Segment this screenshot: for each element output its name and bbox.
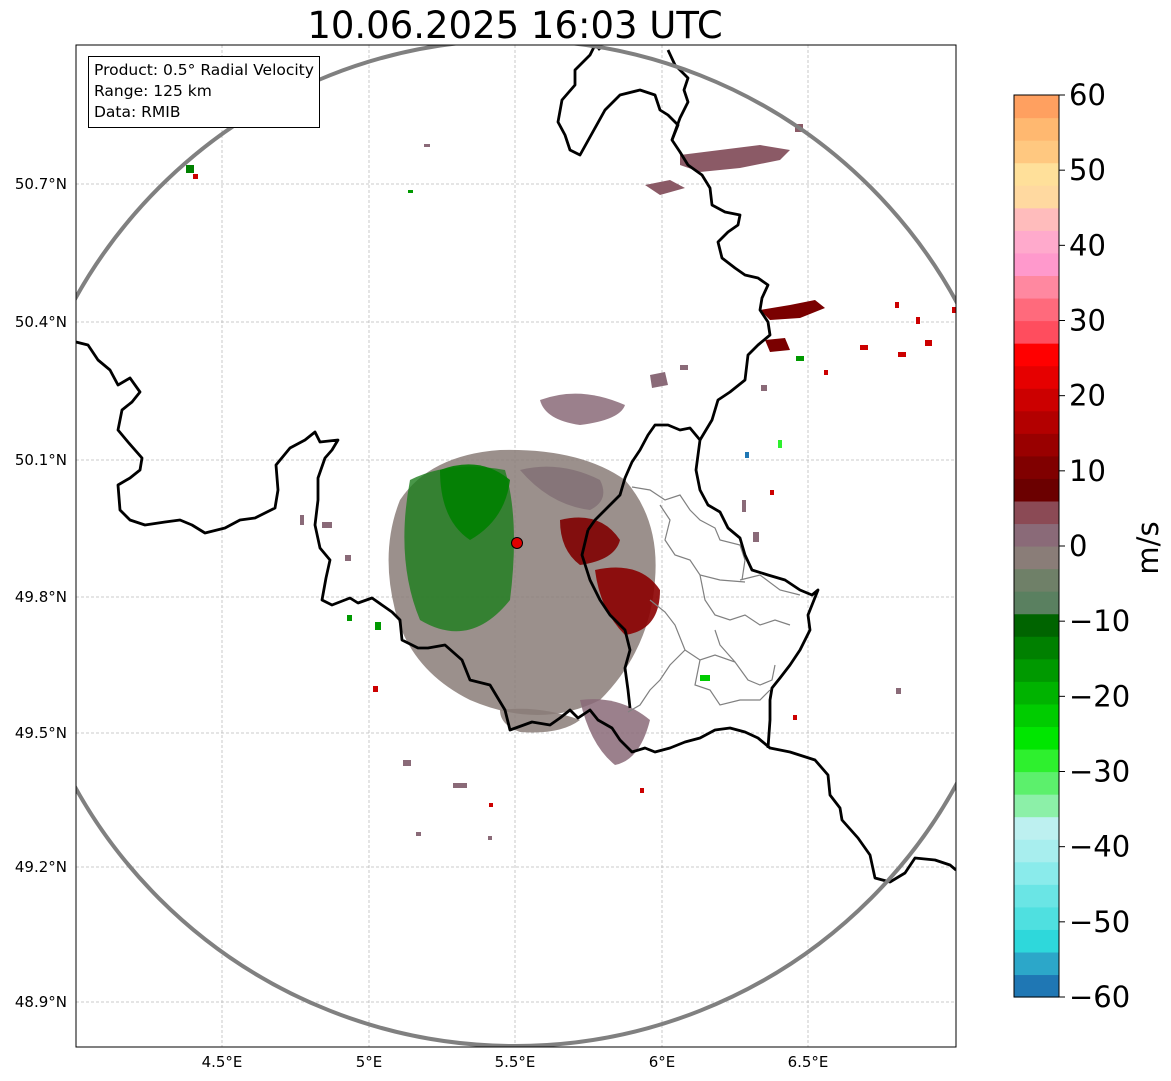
colorbar-swatch — [1014, 275, 1059, 299]
colorbar-swatch — [1014, 117, 1059, 141]
colorbar-swatch — [1014, 230, 1059, 254]
colorbar-tick-label: −20 — [1069, 679, 1130, 713]
colorbar-swatch — [1014, 568, 1059, 592]
colorbar-tick-label: 60 — [1069, 78, 1106, 112]
colorbar-swatch — [1014, 726, 1059, 750]
colorbar-swatch — [1014, 140, 1059, 164]
map-frame — [75, 44, 957, 1048]
colorbar-swatch — [1014, 546, 1059, 570]
range-text: Range: 125 km — [94, 82, 212, 100]
colorbar-tick-label: −50 — [1069, 905, 1130, 939]
colorbar-swatch — [1014, 410, 1059, 434]
colorbar-swatch — [1014, 478, 1059, 502]
colorbar-swatch — [1014, 703, 1059, 727]
colorbar-swatch — [1014, 613, 1059, 637]
colorbar-swatch — [1014, 500, 1059, 525]
map-title: 10.06.2025 16:03 UTC — [307, 4, 723, 47]
colorbar-swatch — [1014, 929, 1059, 953]
lat-tick-label: 50.7°N — [15, 175, 67, 193]
colorbar-swatch — [1014, 771, 1059, 795]
colorbar-swatch — [1014, 794, 1059, 818]
admin-borders — [627, 486, 801, 713]
lat-tick-label: 50.4°N — [15, 313, 67, 331]
radar-site-marker — [511, 537, 523, 549]
colorbar-swatch — [1014, 433, 1059, 457]
colorbar-swatch — [1014, 681, 1059, 705]
colorbar-swatch — [1014, 523, 1059, 547]
lat-tick-label: 49.5°N — [15, 724, 67, 742]
colorbar-swatch — [1014, 636, 1059, 660]
lon-tick-label: 5°E — [356, 1053, 383, 1071]
colorbar-swatch — [1014, 951, 1059, 976]
colorbar-swatch — [1014, 320, 1059, 344]
lat-tick-labels: 50.7°N 50.4°N 50.1°N 49.8°N 49.5°N 49.2°… — [15, 175, 67, 1011]
velocity-echoes — [186, 124, 956, 840]
colorbar-swatch — [1014, 816, 1059, 840]
lon-tick-label: 5.5°E — [495, 1053, 536, 1071]
colorbar-swatch — [1014, 162, 1059, 186]
colorbar-tick-label: 0 — [1069, 529, 1087, 563]
colorbar-swatch — [1014, 455, 1059, 479]
lon-tick-label: 6°E — [649, 1053, 676, 1071]
lon-tick-label: 4.5°E — [202, 1053, 243, 1071]
product-info-box: Product: 0.5° Radial Velocity Range: 125… — [88, 56, 320, 128]
colorbar-ticks: 60 50 40 30 20 10 0 −10 −20 −30 −40 −50 −60 — [1059, 78, 1130, 1014]
lat-tick-label: 49.2°N — [15, 858, 67, 876]
colorbar-tick-label: 40 — [1069, 228, 1106, 262]
colorbar-swatch — [1014, 388, 1059, 412]
colorbar-swatch — [1014, 297, 1059, 322]
colorbar: 60 50 40 30 20 10 0 −10 −20 −30 −40 −50 −60 m/s — [1013, 78, 1165, 1014]
colorbar-unit-label: m/s — [1131, 521, 1165, 574]
colorbar-swatch — [1014, 658, 1059, 682]
range-ring — [76, 45, 956, 1047]
colorbar-swatch — [1014, 839, 1059, 863]
colorbar-swatch — [1014, 343, 1059, 367]
colorbar-tick-label: −40 — [1069, 830, 1130, 864]
colorbar-swatch — [1014, 591, 1059, 615]
country-borders — [76, 45, 956, 884]
colorbar-swatch — [1014, 974, 1059, 998]
lat-tick-label: 50.1°N — [15, 451, 67, 469]
colorbar-swatch — [1014, 95, 1059, 119]
colorbar-tick-label: 10 — [1069, 454, 1106, 488]
lat-tick-label: 49.8°N — [15, 588, 67, 606]
source-text: Data: RMIB — [94, 103, 181, 121]
colorbar-swatch — [1014, 884, 1059, 908]
colorbar-swatch — [1014, 861, 1059, 885]
colorbar-tick-label: −10 — [1069, 604, 1130, 638]
colorbar-tick-label: −30 — [1069, 755, 1130, 789]
lon-tick-labels: 4.5°E 5°E 5.5°E 6°E 6.5°E — [202, 1053, 829, 1071]
colorbar-tick-label: 20 — [1069, 379, 1106, 413]
lon-tick-label: 6.5°E — [788, 1053, 829, 1071]
colorbar-swatch — [1014, 207, 1059, 231]
product-text: Product: 0.5° Radial Velocity — [94, 61, 314, 79]
colorbar-swatch — [1014, 365, 1059, 389]
colorbar-tick-label: −60 — [1069, 980, 1130, 1014]
colorbar-swatch — [1014, 252, 1059, 276]
colorbar-tick-label: 30 — [1069, 304, 1106, 338]
colorbar-swatch — [1014, 906, 1059, 930]
colorbar-swatches — [1014, 95, 1059, 998]
colorbar-swatch — [1014, 748, 1059, 773]
colorbar-tick-label: 50 — [1069, 153, 1106, 187]
colorbar-swatch — [1014, 185, 1059, 209]
lat-tick-label: 48.9°N — [15, 993, 67, 1011]
